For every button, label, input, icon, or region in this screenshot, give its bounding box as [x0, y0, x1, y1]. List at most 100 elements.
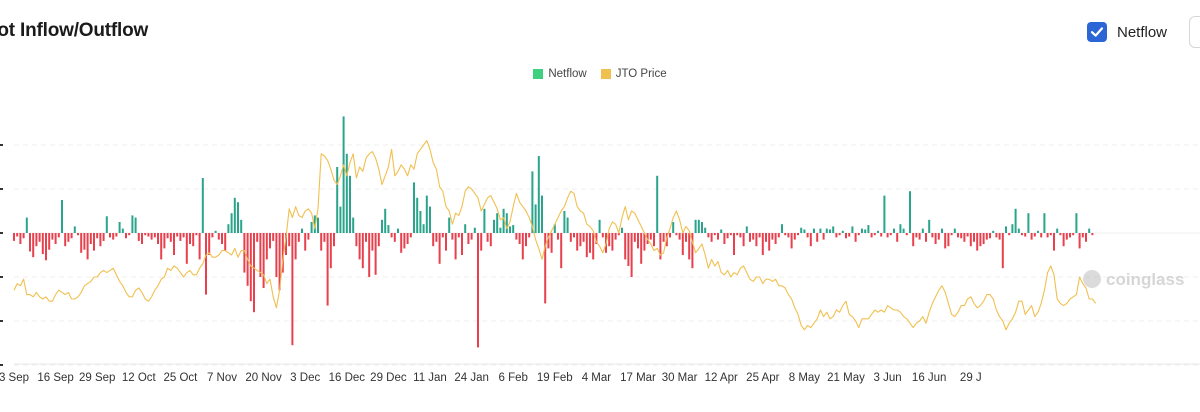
netflow-bar-negative [713, 233, 716, 236]
options-button[interactable] [1189, 16, 1200, 48]
x-tick-label: 7 Nov [207, 372, 237, 384]
netflow-bar-negative [1072, 233, 1075, 236]
netflow-toggle-label: Netflow [1117, 23, 1168, 41]
netflow-bar-negative [281, 233, 284, 273]
netflow-bar-negative [880, 233, 883, 237]
netflow-bar-negative [995, 233, 998, 238]
netflow-bar-negative [688, 233, 691, 260]
netflow-bar-positive [598, 219, 601, 233]
netflow-bar-negative [454, 233, 457, 260]
netflow-bar-positive [387, 225, 390, 233]
netflow-bar-positive [201, 178, 204, 233]
netflow-bar-negative [83, 233, 86, 250]
legend-label-netflow: Netflow [548, 68, 587, 80]
netflow-bar-negative [918, 233, 921, 240]
x-tick-label: 29 Dec [370, 372, 407, 384]
netflow-bar-negative [976, 233, 979, 251]
netflow-bar-negative [576, 233, 579, 251]
netflow-bar-negative [525, 233, 527, 247]
coinglass-logo-icon [1083, 270, 1101, 288]
netflow-bar-positive [416, 197, 419, 233]
netflow-bar-negative [550, 233, 553, 253]
netflow-bar-negative [259, 233, 262, 277]
netflow-bar-positive [537, 156, 540, 233]
netflow-bar-negative [806, 233, 809, 238]
netflow-bar-negative [128, 233, 131, 236]
netflow-bar-negative [787, 233, 790, 238]
netflow-bar-negative [1008, 233, 1011, 236]
netflow-bar-positive [899, 224, 902, 233]
jto-price-line [13, 140, 1097, 331]
netflow-bar-positive [499, 227, 502, 233]
netflow-bar-positive [672, 222, 675, 233]
netflow-bar-negative [19, 233, 22, 244]
netflow-bar-negative [854, 233, 857, 242]
netflow-bar-negative [985, 233, 988, 240]
netflow-bar-negative [288, 233, 291, 247]
x-tick-label: 29 J [960, 372, 982, 384]
netflow-bar-positive [803, 229, 806, 233]
netflow-bar-negative [1040, 233, 1043, 238]
netflow-bar-positive [566, 217, 569, 233]
netflow-bar-negative [560, 233, 563, 269]
netflow-checkbox[interactable] [1087, 22, 1107, 42]
legend-item-jto-price[interactable]: JTO Price [600, 68, 667, 80]
netflow-bar-negative [390, 233, 393, 238]
netflow-bar-positive [921, 228, 924, 233]
netflow-bar-positive [301, 228, 303, 233]
netflow-bar-negative [166, 233, 169, 239]
netflow-bar-negative [323, 233, 326, 242]
netflow-bar-negative [749, 233, 751, 242]
netflow-bar-negative [630, 233, 633, 277]
netflow-bar-positive [352, 217, 355, 233]
netflow-bar-negative [1062, 233, 1065, 247]
netflow-bar-negative [70, 233, 73, 239]
netflow-bar-negative [960, 233, 963, 239]
netflow-bar-negative [595, 233, 598, 244]
netflow-bar-negative [371, 233, 374, 251]
netflow-toggle[interactable]: Netflow [1087, 20, 1167, 44]
netflow-bar-negative [771, 233, 774, 240]
netflow-bar-negative [304, 233, 307, 251]
netflow-bar-negative [973, 233, 975, 242]
netflow-bar-negative [224, 233, 227, 251]
netflow-bar-negative [777, 233, 780, 238]
netflow-bar-negative [1046, 233, 1049, 238]
netflow-bar-positive [534, 204, 537, 233]
netflow-bar-positive [233, 197, 236, 233]
netflow-bar-negative [675, 233, 678, 236]
netflow-bar-positive [483, 208, 486, 233]
netflow-bar-negative [438, 233, 441, 264]
netflow-bar-positive [819, 228, 822, 233]
netflow-bar-negative [998, 233, 1001, 240]
netflow-bar-positive [493, 219, 495, 233]
netflow-bar-positive [448, 217, 451, 233]
netflow-bar-negative [400, 233, 403, 253]
netflow-bar-negative [41, 233, 44, 255]
netflow-bar-negative [1024, 233, 1027, 237]
netflow-bar-negative [710, 233, 713, 242]
x-tick-label: 17 Mar [620, 372, 656, 384]
netflow-bar-negative [515, 233, 518, 240]
netflow-bar-negative [873, 233, 876, 236]
netflow-bar-positive [509, 226, 511, 233]
netflow-bar-negative [29, 233, 31, 252]
netflow-bar-negative [249, 233, 252, 302]
netflow-bar-negative [243, 233, 246, 273]
netflow-bar-negative [755, 233, 758, 247]
x-tick-label: 8 May [789, 372, 821, 384]
netflow-bar-positive [310, 222, 313, 233]
netflow-bar-negative [765, 233, 767, 242]
netflow-bar-negative [793, 233, 796, 240]
netflow-bar-negative [643, 233, 646, 251]
netflow-bar-negative [67, 233, 70, 242]
legend-item-netflow[interactable]: Netflow [533, 68, 587, 80]
netflow-bar-negative [614, 233, 617, 240]
netflow-bar-positive [832, 226, 835, 233]
netflow-bar-positive [800, 227, 803, 233]
netflow-bar-negative [963, 233, 966, 242]
netflow-bar-negative [717, 233, 719, 240]
netflow-bar-negative [653, 233, 655, 247]
chart-legend: Netflow JTO Price [0, 68, 1200, 80]
netflow-bar-positive [893, 228, 895, 233]
